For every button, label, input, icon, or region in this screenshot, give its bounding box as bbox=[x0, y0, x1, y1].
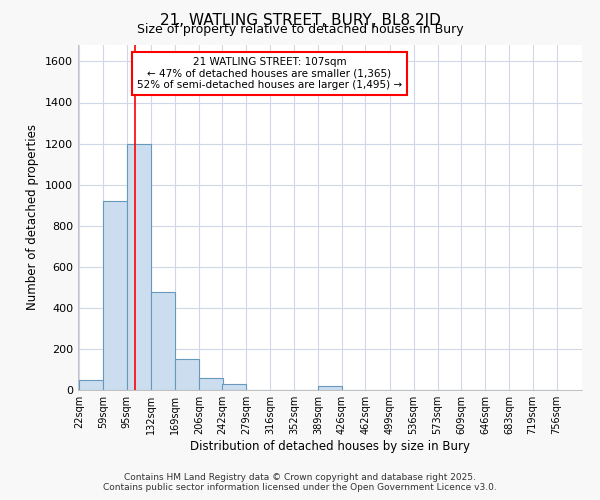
X-axis label: Distribution of detached houses by size in Bury: Distribution of detached houses by size … bbox=[190, 440, 470, 453]
Text: Contains HM Land Registry data © Crown copyright and database right 2025.
Contai: Contains HM Land Registry data © Crown c… bbox=[103, 473, 497, 492]
Bar bbox=[175, 359, 199, 390]
Bar bbox=[103, 201, 127, 390]
Bar bbox=[318, 386, 342, 390]
Bar bbox=[199, 378, 223, 390]
Text: 21, WATLING STREET, BURY, BL8 2JD: 21, WATLING STREET, BURY, BL8 2JD bbox=[160, 12, 440, 28]
Bar bbox=[79, 380, 103, 390]
Bar bbox=[151, 292, 175, 390]
Text: Size of property relative to detached houses in Bury: Size of property relative to detached ho… bbox=[137, 22, 463, 36]
Bar bbox=[223, 384, 247, 390]
Y-axis label: Number of detached properties: Number of detached properties bbox=[26, 124, 40, 310]
Bar bbox=[127, 144, 151, 390]
Text: 21 WATLING STREET: 107sqm
← 47% of detached houses are smaller (1,365)
52% of se: 21 WATLING STREET: 107sqm ← 47% of detac… bbox=[137, 57, 402, 90]
